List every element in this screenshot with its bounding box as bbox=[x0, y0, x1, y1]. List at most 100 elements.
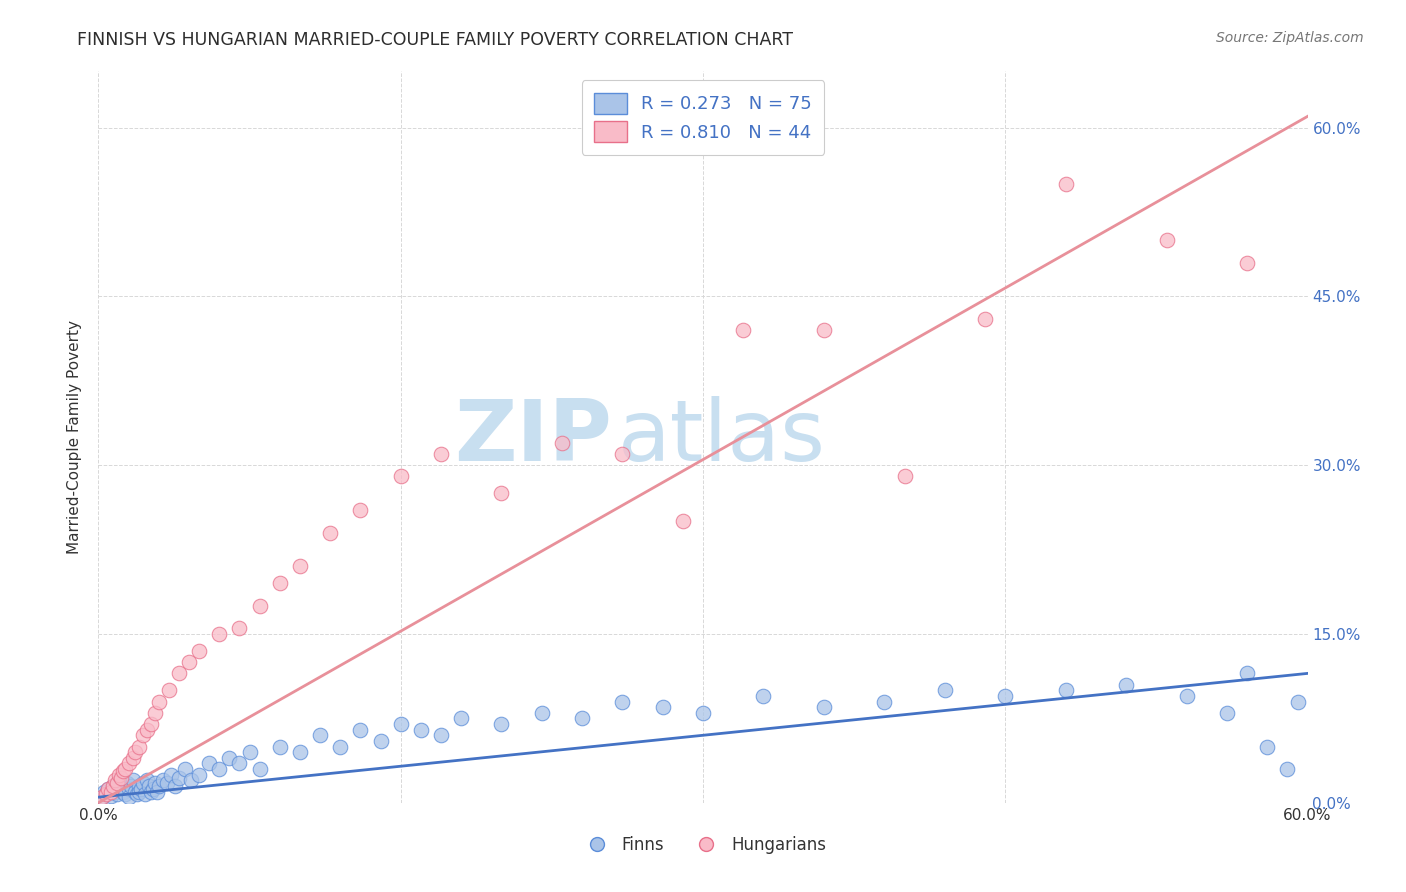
Point bbox=[128, 739, 150, 754]
Point bbox=[430, 447, 453, 461]
Point bbox=[118, 782, 141, 797]
Point bbox=[118, 790, 141, 805]
Point bbox=[249, 599, 271, 613]
Point bbox=[934, 683, 956, 698]
Point bbox=[1216, 706, 1239, 720]
Point bbox=[288, 559, 311, 574]
Point bbox=[128, 779, 150, 793]
Point bbox=[1054, 177, 1077, 191]
Point bbox=[198, 756, 221, 771]
Point bbox=[115, 775, 138, 789]
Point bbox=[974, 312, 997, 326]
Point bbox=[114, 762, 136, 776]
Point bbox=[107, 782, 129, 797]
Point bbox=[239, 745, 262, 759]
Point bbox=[491, 486, 513, 500]
Point bbox=[139, 717, 162, 731]
Point bbox=[1054, 683, 1077, 698]
Point bbox=[111, 764, 134, 779]
Point bbox=[103, 784, 125, 798]
Point bbox=[139, 784, 162, 798]
Point bbox=[125, 787, 148, 801]
Point bbox=[672, 515, 695, 529]
Point bbox=[96, 787, 118, 801]
Point bbox=[409, 723, 432, 737]
Point bbox=[389, 717, 412, 731]
Point bbox=[1277, 762, 1299, 776]
Point bbox=[167, 666, 190, 681]
Point bbox=[105, 787, 128, 801]
Point bbox=[101, 779, 124, 793]
Point bbox=[450, 711, 472, 725]
Point bbox=[124, 745, 146, 759]
Point bbox=[124, 784, 146, 798]
Point bbox=[135, 773, 157, 788]
Point bbox=[110, 771, 132, 785]
Point bbox=[1286, 694, 1309, 708]
Point bbox=[612, 694, 634, 708]
Point bbox=[571, 711, 593, 725]
Point bbox=[97, 782, 120, 797]
Point bbox=[152, 773, 174, 788]
Point bbox=[491, 717, 513, 731]
Point bbox=[208, 627, 231, 641]
Point bbox=[121, 751, 143, 765]
Point bbox=[893, 469, 915, 483]
Point bbox=[1236, 255, 1258, 269]
Point bbox=[249, 762, 271, 776]
Point bbox=[120, 779, 142, 793]
Point bbox=[118, 756, 141, 771]
Point bbox=[114, 787, 136, 801]
Point bbox=[91, 790, 114, 805]
Point bbox=[228, 621, 250, 635]
Point bbox=[163, 779, 186, 793]
Point bbox=[873, 694, 896, 708]
Point bbox=[612, 447, 634, 461]
Point bbox=[1115, 678, 1137, 692]
Point bbox=[121, 773, 143, 788]
Point bbox=[107, 767, 129, 781]
Point bbox=[994, 689, 1017, 703]
Point bbox=[319, 525, 342, 540]
Point bbox=[188, 644, 211, 658]
Point bbox=[329, 739, 352, 754]
Point bbox=[143, 706, 166, 720]
Point bbox=[551, 435, 574, 450]
Point bbox=[160, 767, 183, 781]
Point bbox=[96, 787, 118, 801]
Point bbox=[128, 784, 150, 798]
Point bbox=[813, 700, 835, 714]
Point bbox=[167, 771, 190, 785]
Point bbox=[148, 694, 170, 708]
Point bbox=[269, 576, 291, 591]
Point bbox=[148, 779, 170, 793]
Point bbox=[97, 782, 120, 797]
Point bbox=[91, 790, 114, 805]
Point bbox=[101, 779, 124, 793]
Point bbox=[430, 728, 453, 742]
Point bbox=[370, 734, 392, 748]
Point bbox=[134, 787, 156, 801]
Point bbox=[146, 784, 169, 798]
Point bbox=[389, 469, 412, 483]
Point bbox=[156, 775, 179, 789]
Point bbox=[349, 723, 371, 737]
Point bbox=[100, 789, 122, 803]
Point bbox=[1156, 233, 1178, 247]
Y-axis label: Married-Couple Family Poverty: Married-Couple Family Poverty bbox=[67, 320, 83, 554]
Point bbox=[157, 683, 180, 698]
Point bbox=[142, 782, 165, 797]
Point bbox=[110, 779, 132, 793]
Point bbox=[752, 689, 775, 703]
Point bbox=[129, 782, 152, 797]
Point bbox=[93, 784, 115, 798]
Point bbox=[349, 503, 371, 517]
Point bbox=[309, 728, 332, 742]
Text: FINNISH VS HUNGARIAN MARRIED-COUPLE FAMILY POVERTY CORRELATION CHART: FINNISH VS HUNGARIAN MARRIED-COUPLE FAMI… bbox=[77, 31, 793, 49]
Point bbox=[1256, 739, 1278, 754]
Point bbox=[208, 762, 231, 776]
Text: ZIP: ZIP bbox=[454, 395, 613, 479]
Text: Source: ZipAtlas.com: Source: ZipAtlas.com bbox=[1216, 31, 1364, 45]
Point bbox=[132, 728, 155, 742]
Point bbox=[135, 723, 157, 737]
